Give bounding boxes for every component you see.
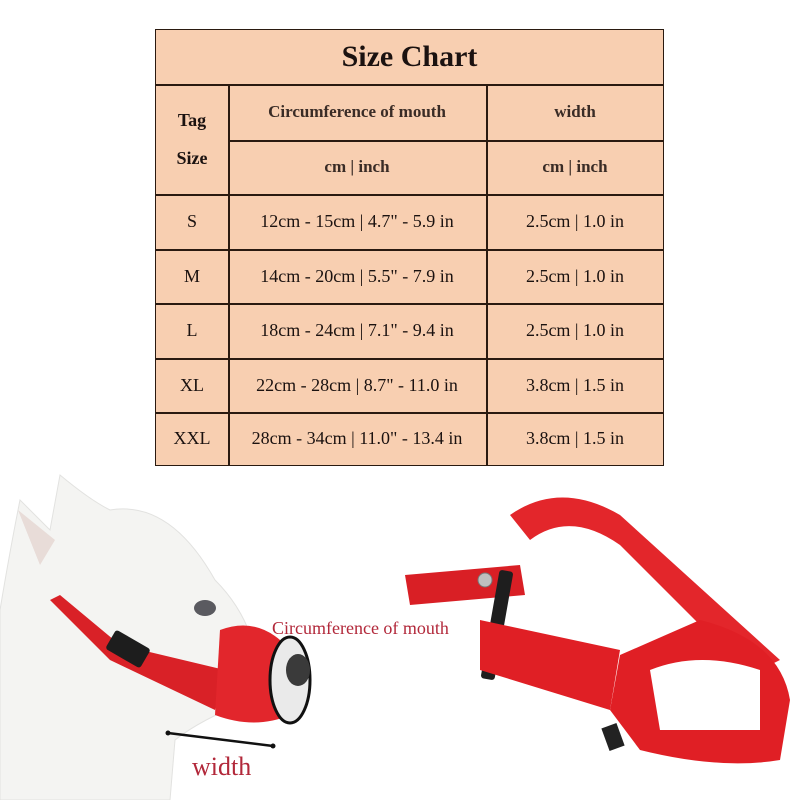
chart-title: Size Chart [341,40,478,73]
circumference-cell: 14cm - 20cm | 5.5" - 7.9 in [260,265,454,286]
size-cell: XXL [173,428,211,448]
width-header: width [554,102,596,121]
size-cell: S [186,211,197,231]
circumference-cell: 18cm - 24cm | 7.1" - 9.4 in [260,320,454,340]
width-cell: 3.8cm | 1.5 in [525,374,625,395]
circumference-header: Circumference of mouth [268,102,446,121]
size-label: Size [176,148,208,168]
size-chart-table: Size Chart Tag Size Circumference of mou… [155,29,664,466]
tag-size-header: Tag Size [156,84,228,194]
circumference-cell: 22cm - 28cm | 8.7" - 11.0 in [256,374,458,395]
size-cell: L [186,320,198,340]
product-photo [0,474,790,800]
width-unit-header: cm | inch [542,157,608,176]
width-cell: 2.5cm | 1.0 in [525,320,625,340]
tag-label: Tag [177,110,207,130]
muzzle-illustration [405,497,790,764]
width-cell: 3.8cm | 1.5 in [525,428,625,448]
width-cell: 2.5cm | 1.0 in [525,265,625,286]
circumference-cell: 12cm - 15cm | 4.7" - 5.9 in [260,211,454,231]
circumference-annotation: Circumference of mouth [272,618,449,638]
width-annotation: width [192,752,252,781]
size-cell: M [183,265,200,286]
circumference-unit-header: cm | inch [324,157,390,176]
width-cell: 2.5cm | 1.0 in [525,211,625,231]
size-cell: XL [180,374,204,395]
circumference-cell: 28cm - 34cm | 11.0" - 13.4 in [251,428,463,448]
dog-illustration [0,474,312,800]
